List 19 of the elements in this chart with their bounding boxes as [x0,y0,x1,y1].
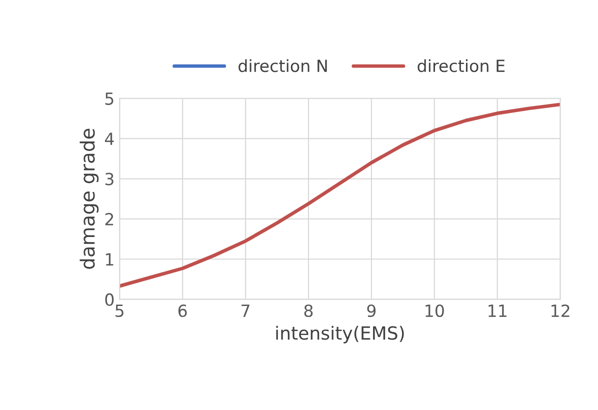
y-tick-label: 4 [104,132,114,145]
y-axis-title: damage grade [80,128,99,269]
x-axis-title: intensity(EMS) [276,326,404,344]
y-tick-label: 3 [105,172,114,186]
legend-label: direction E [418,59,505,72]
y-tick-label: 5 [105,92,114,105]
x-tick-label: 7 [242,304,250,317]
x-tick-label: 12 [552,304,570,317]
x-tick-label: 6 [178,304,187,318]
legend-label: direction N [238,59,327,72]
line-series [120,102,560,288]
y-tick-label: 2 [105,212,114,226]
x-tick-label: 5 [116,304,124,318]
x-tick-label: 8 [304,304,313,318]
y-tick-label: 1 [106,253,114,266]
y-tick-label: 0 [105,293,114,306]
x-tick-label: 10 [426,304,444,318]
x-tick-label: 11 [488,304,506,317]
x-tick-label: 9 [367,304,376,318]
